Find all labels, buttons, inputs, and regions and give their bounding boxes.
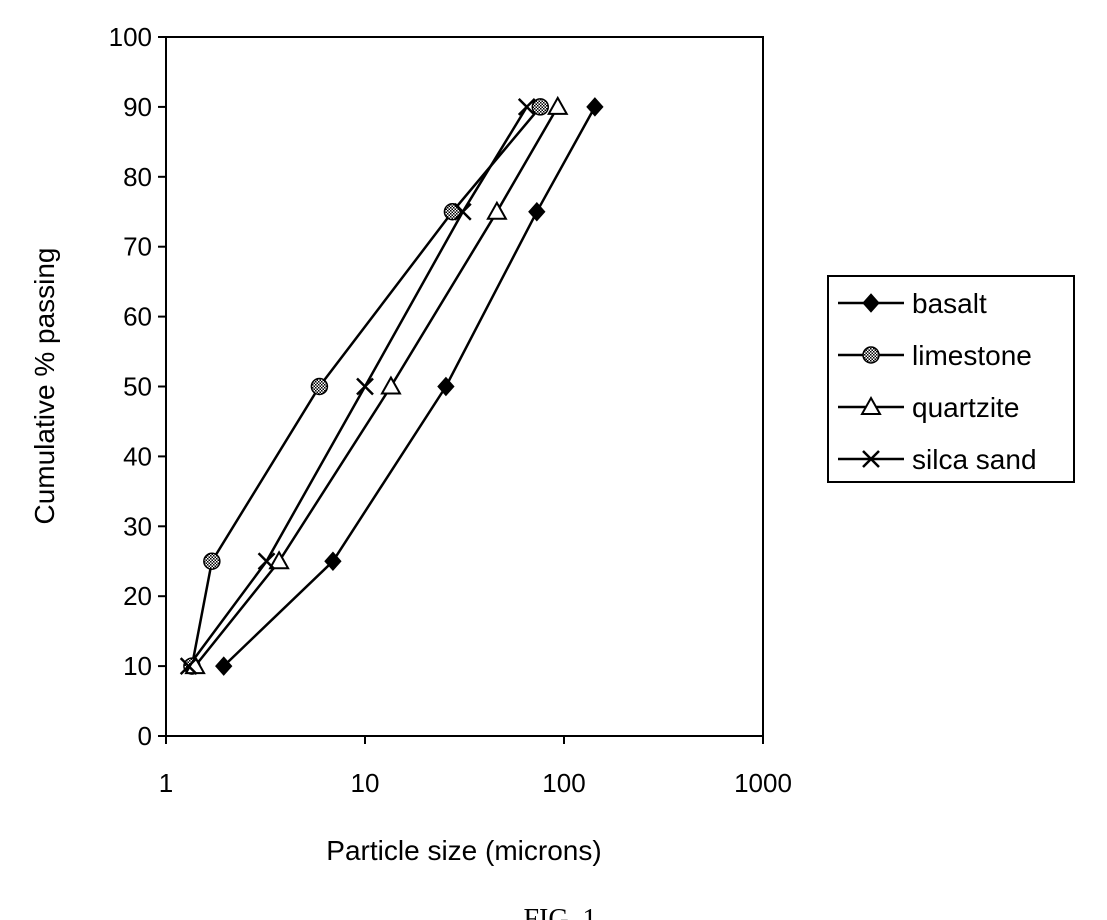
- y-tick-label: 90: [123, 92, 152, 122]
- x-tick-label: 100: [542, 768, 585, 798]
- data-point-silca-sand: [179, 657, 198, 675]
- y-tick-label: 0: [138, 721, 152, 751]
- plot-area: [165, 36, 764, 737]
- data-point-limestone: [310, 377, 329, 396]
- data-point-basalt: [586, 97, 604, 117]
- data-point-silca-sand: [257, 552, 276, 571]
- data-point-silca-sand: [517, 98, 536, 116]
- data-point-quartzite: [268, 550, 290, 570]
- legend-label-quartzite: quartzite: [912, 392, 1019, 423]
- legend-marker-silca-sand: [862, 450, 880, 468]
- legend-label-silca-sand: silca sand: [912, 444, 1037, 475]
- data-point-limestone: [531, 98, 550, 116]
- series-markers: [179, 95, 604, 676]
- legend-label-limestone: limestone: [912, 340, 1032, 371]
- y-tick-label: 40: [123, 441, 152, 471]
- data-point-basalt: [215, 656, 233, 676]
- data-point-quartzite: [380, 375, 402, 395]
- legend-marker-limestone: [862, 346, 880, 364]
- data-point-silca-sand: [453, 202, 472, 221]
- x-axis-title: Particle size (microns): [326, 835, 601, 866]
- x-tick-label: 1: [159, 768, 173, 798]
- x-tick-label: 1000: [734, 768, 792, 798]
- data-point-basalt: [528, 201, 546, 222]
- series-line-basalt: [222, 106, 596, 668]
- y-tick-label: 100: [109, 22, 152, 52]
- figure-caption: FIG. 1: [523, 904, 596, 920]
- data-point-quartzite: [486, 200, 508, 220]
- y-axis-title: Cumulative % passing: [29, 247, 60, 524]
- data-point-silca-sand: [356, 377, 374, 396]
- y-tick-label: 30: [123, 511, 152, 541]
- data-point-limestone: [443, 203, 462, 221]
- y-tick-label: 80: [123, 162, 152, 192]
- x-tick-label: 10: [351, 768, 380, 798]
- legend: basalt limestone quartzite silca sand: [827, 275, 1075, 483]
- legend-label-basalt: basalt: [912, 288, 987, 319]
- y-tick-label: 70: [123, 232, 152, 262]
- legend-marker-basalt: [862, 293, 880, 313]
- series-line-silca-sand: [187, 106, 528, 667]
- y-tick-label: 60: [123, 302, 152, 332]
- data-point-basalt: [437, 376, 455, 397]
- y-tick-label: 20: [123, 581, 152, 611]
- data-point-basalt: [324, 551, 342, 572]
- y-tick-label: 50: [123, 372, 152, 402]
- data-point-limestone: [203, 552, 221, 570]
- y-tick-label: 10: [123, 651, 152, 681]
- data-point-quartzite: [547, 95, 569, 115]
- legend-marker-quartzite: [860, 395, 882, 415]
- legend-items: basalt limestone quartzite silca sand: [838, 288, 1037, 475]
